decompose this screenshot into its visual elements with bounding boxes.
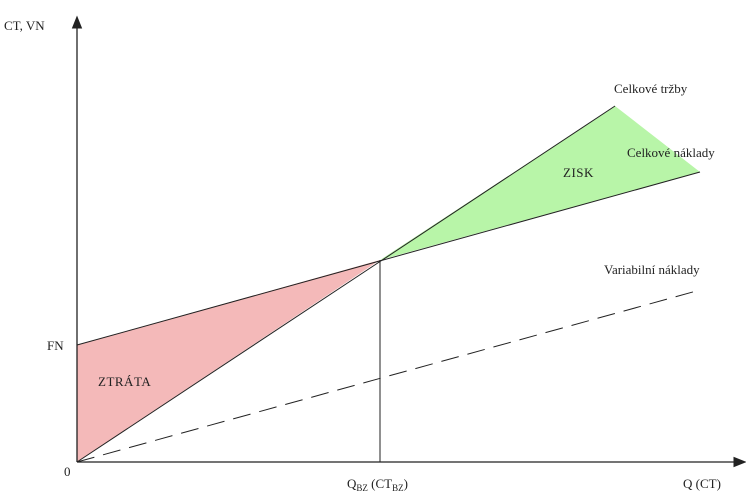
y-axis-label: CT, VN: [4, 18, 45, 33]
fixed-costs-label: FN: [47, 338, 64, 353]
revenue-line: [76, 105, 616, 463]
break-even-label: QBZ (CTBZ): [347, 476, 408, 493]
x-axis-label: Q (CT): [683, 476, 721, 491]
total-costs-line: [76, 171, 701, 346]
loss-label: ZTRÁTA: [98, 374, 151, 389]
revenue-label: Celkové tržby: [614, 81, 688, 96]
profit-label: ZISK: [563, 165, 594, 180]
origin-label: 0: [64, 464, 71, 479]
variable-costs-label: Variabilní náklady: [604, 262, 700, 277]
total-costs-label: Celkové náklady: [627, 145, 715, 160]
profit-area: [380, 106, 700, 260]
